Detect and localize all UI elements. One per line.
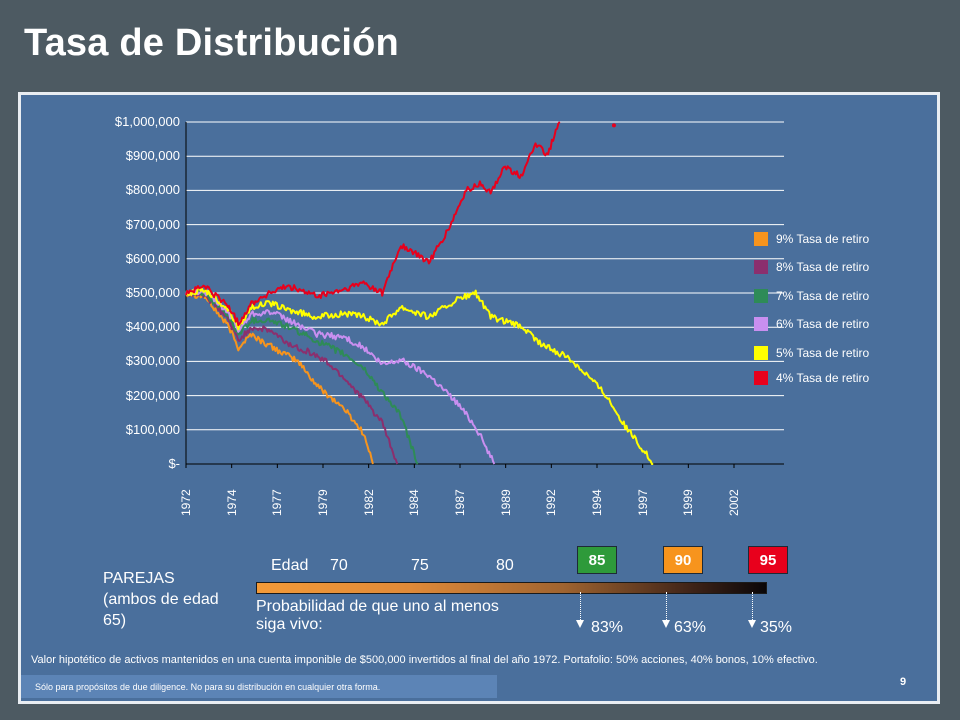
- legend-item: 9% Tasa de retiro: [754, 231, 869, 247]
- x-tick-label: 1992: [544, 489, 558, 516]
- disclaimer-text: Sólo para propósitos de due diligence. N…: [35, 682, 380, 692]
- couples-line-3: 65): [103, 610, 253, 631]
- x-tick-label: 1977: [270, 489, 284, 516]
- legend-label: 4% Tasa de retiro: [776, 371, 869, 385]
- couples-line-2: (ambos de edad: [103, 589, 253, 610]
- legend-swatch: [754, 260, 768, 274]
- arrowhead-85: [576, 620, 584, 628]
- y-tick-label: $300,000: [10, 353, 180, 368]
- legend-label: 9% Tasa de retiro: [776, 232, 869, 246]
- x-tick-label: 1974: [225, 489, 239, 516]
- x-tick-label: 1982: [362, 489, 376, 516]
- legend-swatch: [754, 317, 768, 331]
- legend-item: 6% Tasa de retiro: [754, 316, 869, 332]
- y-tick-label: $600,000: [10, 251, 180, 266]
- legend-item: 8% Tasa de retiro: [754, 259, 869, 275]
- x-tick-label: 1987: [453, 489, 467, 516]
- x-tick-label: 2002: [727, 489, 741, 516]
- legend-swatch: [754, 371, 768, 385]
- y-tick-label: $500,000: [10, 285, 180, 300]
- legend-swatch: [754, 289, 768, 303]
- footnote: Valor hipotético de activos mantenidos e…: [31, 654, 903, 676]
- age-box-90: 90: [663, 546, 703, 574]
- age-80: 80: [496, 557, 514, 575]
- y-tick-label: $1,000,000: [10, 114, 180, 129]
- x-tick-label: 1997: [636, 489, 650, 516]
- legend-label: 6% Tasa de retiro: [776, 317, 869, 331]
- age-gradient-bar: [256, 582, 767, 594]
- couples-label: PAREJAS (ambos de edad 65): [103, 568, 253, 631]
- legend-item: 4% Tasa de retiro: [754, 370, 869, 386]
- disclaimer: Sólo para propósitos de due diligence. N…: [21, 675, 497, 698]
- x-tick-label: 1989: [499, 489, 513, 516]
- couples-line-1: PAREJAS: [103, 568, 253, 589]
- page-title: Tasa de Distribución: [24, 22, 399, 65]
- legend-swatch: [754, 346, 768, 360]
- legend-item: 7% Tasa de retiro: [754, 288, 869, 304]
- x-tick-label: 1994: [590, 489, 604, 516]
- y-tick-label: $100,000: [10, 422, 180, 437]
- pct-90: 63%: [674, 619, 706, 637]
- pct-95: 35%: [760, 619, 792, 637]
- page-number: 9: [900, 676, 906, 688]
- x-tick-label: 1984: [407, 489, 421, 516]
- age-70: 70: [330, 557, 348, 575]
- y-tick-label: $-: [10, 456, 180, 471]
- y-tick-label: $400,000: [10, 319, 180, 334]
- y-tick-label: $900,000: [10, 148, 180, 163]
- y-tick-label: $800,000: [10, 182, 180, 197]
- probability-text: Probabilidad de que uno al menos siga vi…: [256, 598, 526, 634]
- pct-85: 83%: [591, 619, 623, 637]
- age-label: Edad: [271, 557, 308, 575]
- y-tick-label: $200,000: [10, 388, 180, 403]
- age-box-95: 95: [748, 546, 788, 574]
- x-tick-label: 1979: [316, 489, 330, 516]
- x-tick-label: 1999: [681, 489, 695, 516]
- legend-swatch: [754, 232, 768, 246]
- y-tick-label: $700,000: [10, 217, 180, 232]
- legend-label: 7% Tasa de retiro: [776, 289, 869, 303]
- arrowhead-95: [748, 620, 756, 628]
- x-tick-label: 1972: [179, 489, 193, 516]
- legend-item: 5% Tasa de retiro: [754, 345, 869, 361]
- arrowhead-90: [662, 620, 670, 628]
- age-box-85: 85: [577, 546, 617, 574]
- age-75: 75: [411, 557, 429, 575]
- legend-label: 5% Tasa de retiro: [776, 346, 869, 360]
- legend-label: 8% Tasa de retiro: [776, 260, 869, 274]
